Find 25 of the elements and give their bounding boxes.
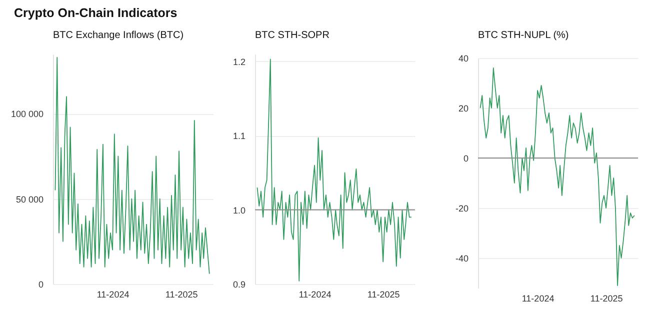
y-tick-label: 0 — [38, 280, 44, 290]
y-tick-label: 0.9 — [232, 280, 246, 290]
x-tick-label: 11-2025 — [165, 290, 198, 300]
y-tick-label: 1.2 — [232, 56, 246, 67]
chart-title: BTC STH-SOPR — [255, 30, 330, 41]
chart-title: BTC Exchange Inflows (BTC) — [53, 30, 184, 41]
y-tick-label: 50 000 — [16, 194, 44, 204]
line-series — [256, 58, 412, 282]
chart-title: BTC STH-NUPL (%) — [478, 30, 569, 41]
x-tick-label: 11-2024 — [522, 294, 554, 304]
y-tick-label: 1.0 — [232, 205, 246, 216]
x-tick-label: 11-2025 — [590, 294, 623, 304]
y-tick-label: 40 — [458, 54, 468, 64]
y-tick-label: 0 — [463, 154, 468, 164]
x-tick-label: 11-2024 — [96, 290, 130, 300]
x-tick-label: 11-2025 — [367, 290, 400, 300]
line-series — [54, 56, 210, 274]
x-tick-label: 11-2024 — [298, 290, 332, 300]
text: Crypto On-Chain Indicators — [14, 6, 178, 20]
y-tick-label: 20 — [458, 104, 468, 114]
y-tick-label: 1.1 — [232, 131, 246, 142]
y-tick-label: -20 — [455, 204, 468, 214]
y-tick-label: 100 000 — [10, 109, 44, 120]
y-tick-label: -40 — [455, 254, 468, 264]
line-series — [480, 68, 635, 286]
